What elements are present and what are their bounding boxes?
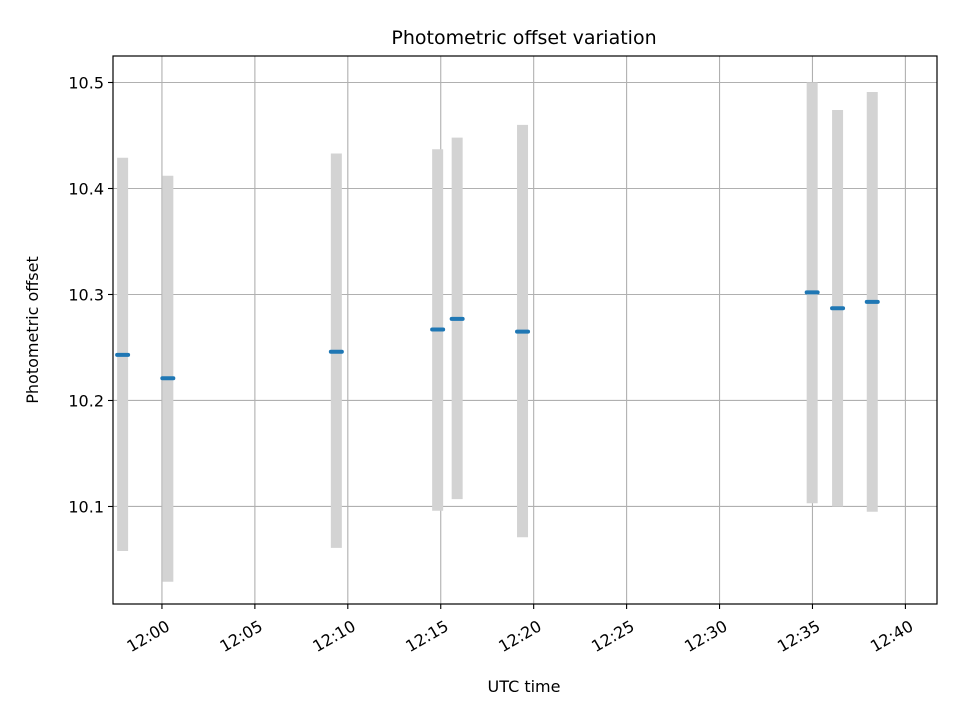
- y-axis-title: Photometric offset: [23, 256, 42, 404]
- y-axis-ticks: 10.1 10.2 10.3 10.4 10.5: [68, 73, 113, 516]
- y-tick-label: 10.5: [68, 73, 104, 92]
- y-tick-label: 10.4: [68, 179, 104, 198]
- y-tick-label: 10.3: [68, 285, 104, 304]
- y-tick-label: 10.2: [68, 391, 104, 410]
- y-tick-label: 10.1: [68, 497, 104, 516]
- markers: [115, 290, 880, 381]
- chart-title: Photometric offset variation: [391, 27, 656, 49]
- plot-area: [112, 55, 938, 605]
- plot-frame: [112, 55, 938, 605]
- x-axis-title: UTC time: [488, 677, 561, 696]
